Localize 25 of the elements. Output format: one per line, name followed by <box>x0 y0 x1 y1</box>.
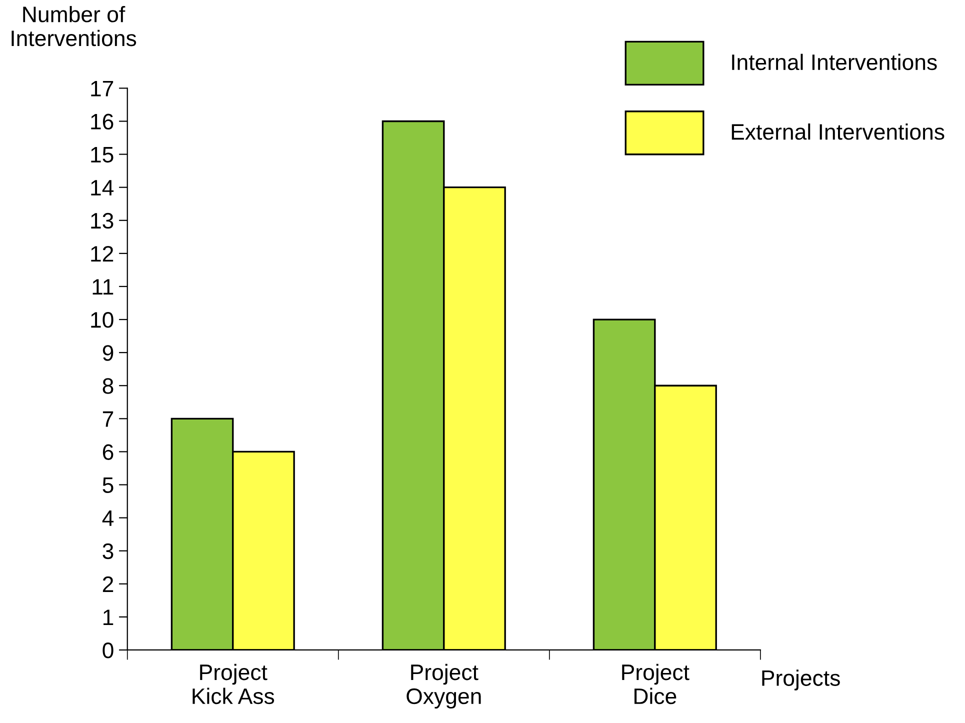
legend-label: External Interventions <box>732 123 944 140</box>
y-tick-label: 15 <box>91 147 114 163</box>
legend-label: Internal Interventions <box>732 54 937 70</box>
y-tick-label: 5 <box>102 478 114 494</box>
y-tick-label: 12 <box>91 246 114 262</box>
y-tick-label: 0 <box>102 642 114 658</box>
y-tick-label: 3 <box>102 543 114 560</box>
y-axis-title: Number of Interventions <box>12 6 136 46</box>
y-tick-label: 2 <box>102 576 114 592</box>
y-tick-label: 14 <box>91 180 114 196</box>
y-tick-label: 13 <box>91 212 114 229</box>
y-tick-label: 4 <box>102 510 114 526</box>
y-tick-label: 1 <box>104 610 114 625</box>
x-tick-label: Project Kick Ass <box>192 664 274 704</box>
y-tick-label: 9 <box>102 345 114 361</box>
x-tick-label: Project Dice <box>622 664 690 704</box>
x-axis-title: Projects <box>762 670 840 690</box>
y-tick-label: 11 <box>92 279 114 295</box>
y-tick-label: 6 <box>102 444 114 460</box>
y-tick-label: 7 <box>102 411 114 427</box>
y-tick-label: 10 <box>91 312 114 328</box>
y-tick-label: 17 <box>91 80 114 96</box>
x-tick-label: Project Oxygen <box>406 664 481 709</box>
y-tick-label: 8 <box>102 378 114 394</box>
y-tick-label: 16 <box>91 114 114 130</box>
